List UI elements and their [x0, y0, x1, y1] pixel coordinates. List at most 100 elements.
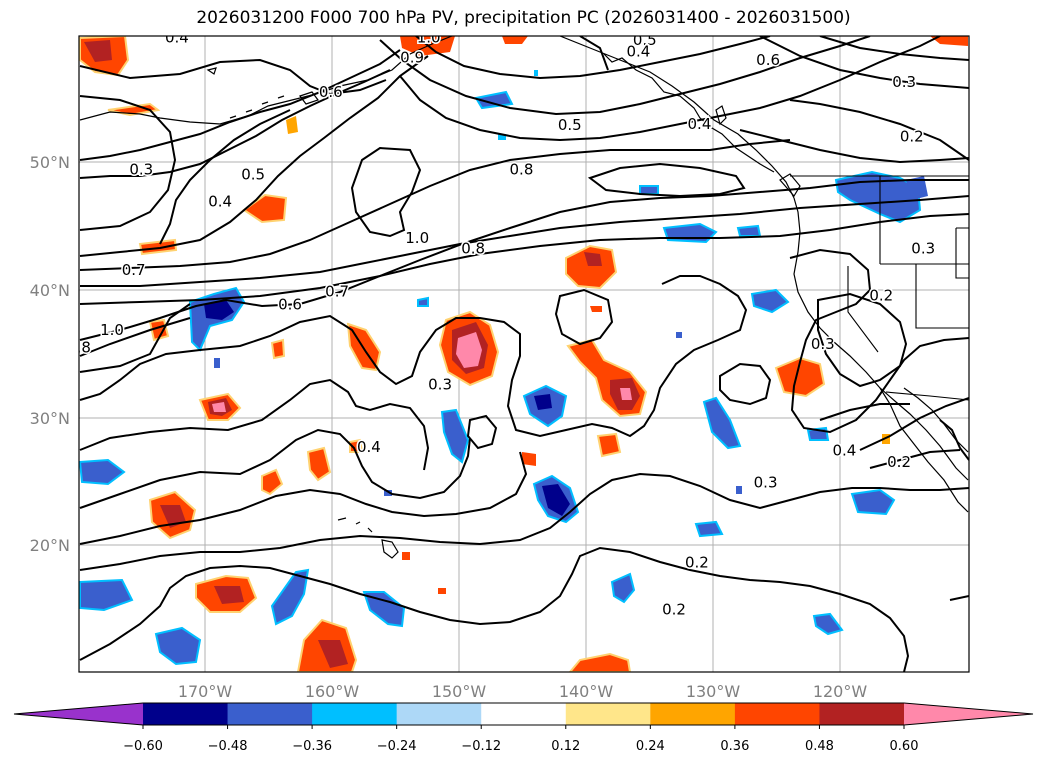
precip-positive-blob	[195, 574, 258, 613]
border-us-mexico	[885, 391, 969, 401]
contour-label: 0.2	[900, 127, 924, 145]
pv-contour	[79, 179, 969, 341]
pv-contour	[79, 69, 391, 179]
pv-contour	[789, 99, 969, 161]
colorbar-tick-label: 0.48	[805, 739, 834, 754]
precip-positive-blob	[198, 392, 242, 421]
precip-positive-blob	[349, 438, 364, 453]
colorbar-segment	[143, 703, 229, 725]
pv-contour	[350, 146, 422, 238]
contour-label: 0.4	[832, 442, 856, 460]
map-plot-area: 0.4 1.00.90.60.50.4 0.60.30.20.5 0.40.80.30…	[67, 28, 969, 672]
precip-negative-blob	[532, 474, 580, 524]
contour-label: 0.4	[626, 42, 650, 60]
pv-contour	[466, 414, 498, 450]
pv-contour	[80, 195, 969, 287]
contour-label: 0.3	[754, 473, 778, 491]
colorbar-segment	[565, 703, 651, 725]
colorbar-tick-label: 0.36	[720, 739, 749, 754]
pv-contour	[79, 55, 429, 257]
pv-contour	[79, 317, 191, 357]
colorbar-tick-label: 0.60	[890, 739, 919, 754]
contour-label: 0.2	[662, 601, 686, 619]
precip-positive-blob	[930, 36, 968, 46]
contour-label: 1.0	[417, 28, 441, 46]
map-frame	[78, 35, 970, 673]
kodiak-island	[299, 91, 319, 105]
precip-positive-blob	[261, 468, 284, 496]
pv-contour	[79, 303, 191, 373]
vancouver-island	[779, 173, 801, 198]
border-state-line-3	[955, 227, 969, 279]
pv-contour	[79, 213, 969, 305]
queen-charlotte-islands	[715, 105, 727, 126]
pv-contour	[159, 109, 291, 245]
contour-label: 1.0	[100, 321, 124, 339]
precip-positive-blob	[522, 452, 536, 466]
pv-contour	[79, 472, 969, 571]
contour-label: 0.5	[241, 166, 265, 184]
pv-contour	[587, 162, 746, 198]
precip-positive-blob	[438, 588, 446, 594]
lon-tick-label: 170°W	[178, 682, 233, 701]
pv-contours	[79, 36, 969, 672]
lat-tick-label: 50°N	[30, 153, 70, 172]
colorbar-extend-min	[14, 703, 143, 725]
pv-contour	[579, 36, 609, 71]
precip-negative-blob	[474, 90, 514, 110]
precip-negative-blob	[736, 224, 762, 237]
pv-contour	[379, 36, 871, 116]
contour-label: 0.9	[400, 49, 424, 67]
lon-tick-label: 140°W	[559, 682, 614, 701]
pv-contour	[79, 49, 401, 161]
colorbar-segment	[819, 703, 905, 725]
contour-label: 0.3	[811, 335, 835, 353]
precip-positive-blob	[590, 306, 602, 312]
precip-negative-blob	[850, 488, 896, 516]
contour-label: 0.3	[129, 161, 153, 179]
precip-negative-blob	[662, 222, 718, 244]
coastline-alaska	[79, 36, 453, 125]
small-island	[206, 67, 217, 75]
contour-label: 0.4	[688, 115, 712, 133]
hawaii-islands	[337, 517, 399, 559]
precip-negative-blob	[639, 185, 659, 195]
contour-label: 0.5	[558, 116, 582, 134]
lon-tick-label: 130°W	[686, 682, 741, 701]
precip-negative-blob	[610, 572, 636, 604]
precip-negative-blob	[79, 578, 134, 612]
colorbar-segment	[481, 703, 567, 725]
lon-tick-label: 160°W	[305, 682, 360, 701]
pv-contour	[79, 451, 528, 545]
coastline-bc-islands	[603, 53, 775, 173]
contour-label: 0.8	[461, 239, 485, 257]
pv-contour	[719, 362, 772, 406]
precip-positive-blob	[296, 618, 358, 672]
colorbar-segment	[734, 703, 820, 725]
pv-contour	[859, 397, 969, 451]
contour-label: 0.8	[67, 339, 91, 357]
lat-tick-label: 20°N	[30, 536, 70, 555]
pv-contour	[79, 139, 791, 271]
colorbar-extend-max	[904, 703, 1033, 725]
coastline-alaska-panhandle	[559, 36, 795, 199]
precip-negative-blob	[417, 296, 429, 307]
pv-contour	[819, 36, 969, 61]
colorbar-tick-label: −0.48	[208, 739, 248, 754]
contour-labels: 0.4 1.00.90.60.50.4 0.60.30.20.5 0.40.80.30…	[67, 28, 937, 620]
lon-tick-label: 150°W	[432, 682, 487, 701]
contour-label: 0.3	[428, 376, 452, 394]
pv-contour	[759, 36, 969, 89]
contour-label: 0.3	[892, 73, 916, 91]
colorbar-tick-label: −0.24	[377, 739, 417, 754]
colorbar-segment	[650, 703, 736, 725]
contour-label: 0.4	[357, 438, 381, 456]
pv-contour	[819, 403, 910, 421]
colorbar-tick-label: 0.24	[636, 739, 665, 754]
precip-positive-blob	[286, 116, 298, 134]
pv-contour	[79, 275, 748, 438]
colorbar-tick-label: −0.36	[292, 739, 332, 754]
pv-contour	[554, 288, 614, 346]
coastlines	[79, 36, 969, 559]
